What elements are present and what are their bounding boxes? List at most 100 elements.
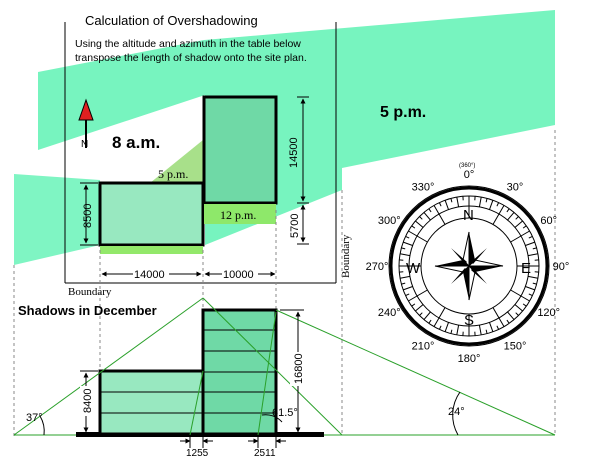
compass-tick [405,293,410,297]
compass-tick [428,208,432,213]
compass-tick [450,198,453,203]
compass-tick [525,286,535,291]
compass-tick [522,225,527,229]
north-label: N [81,139,88,150]
compass-tick [528,235,533,239]
compass-tick [433,205,446,225]
compass-tick [478,325,482,335]
compass-cardinal-w: W [406,260,421,277]
section-elevation: Shadows in December 16800 [13,297,556,459]
compass-tick [415,304,424,312]
shadow-5pm-wedge [150,140,203,183]
compass-tick [450,329,453,334]
compass-rose: N S E W (360°) 0° 30° 60° 90° 120° 150° 180° 21… [366,163,570,365]
angle-37: 37° [26,412,43,424]
compass-tick [506,208,510,213]
dim-2511: 2511 [254,448,276,459]
compass-degree-label: 90° [553,261,570,273]
compass-degree-label: 300° [378,215,401,227]
dim-14000: 14000 [134,269,165,281]
compass-tick [444,200,449,210]
noon-shadow [204,204,276,224]
compass-tick [515,312,519,316]
dim-5700: 5700 [289,214,301,238]
building-tall-plan [202,95,278,205]
boundary-label-bottom: Boundary [68,286,112,298]
compass-tick [400,275,410,279]
compass-tick [514,220,523,228]
sun-rays [13,297,556,436]
compass-tick [423,311,431,320]
shadow-5pm [38,10,555,245]
compass-tick [496,325,500,330]
compass-tick [456,197,460,207]
compass-degree-label: 240° [378,307,401,319]
compass-tick [438,325,442,330]
compass-tick [456,325,460,335]
compass-tick [485,329,488,334]
compass-tick [438,202,442,207]
compass-tick [419,312,423,316]
compass-tick [522,303,527,307]
compass-tick [433,307,446,327]
boundary-label-right: Boundary [340,234,352,278]
compass-top-small: (360°) [459,163,475,169]
angle-24: 24° [448,406,465,418]
compass-tick [515,216,519,220]
compass-tick [411,225,416,229]
compass-tick [485,198,488,203]
compass-degree-label: 120° [537,307,560,319]
compass-tick [444,322,449,332]
compass-tick [401,282,406,285]
compass-tick [428,319,432,324]
compass-tick [528,253,538,257]
site-plan: N 8 a.m. 5 p.m. 5 p.m. 12 p.m. 8500 1450… [14,10,555,298]
north-arrow [78,98,94,148]
instruction-line-2: transpose the length of shadow onto the … [75,52,307,64]
angle-61-5: 61.5° [272,407,298,419]
compass-tick [411,303,416,307]
compass-cardinal-e: E [521,260,531,277]
compass-tick [419,216,423,220]
compass-degree-label: 270° [366,261,389,273]
compass-tick [528,293,533,297]
compass-tick [532,282,537,285]
label-12pm: 12 p.m. [220,208,256,222]
label-8am: 8 a.m. [112,133,160,152]
dim-10000: 10000 [223,269,254,281]
compass-tick [401,247,406,250]
compass-tick [492,307,505,327]
instruction-line-1: Using the altitude and azimuth in the ta… [75,38,301,50]
compass-tick [507,212,515,221]
compass-tick [532,247,537,250]
compass-degree-label: 180° [458,353,481,365]
compass-tick [423,212,431,221]
compass-tick [403,286,413,291]
compass-tick [510,230,530,243]
building-small-section [98,369,205,436]
compass-degree-label: 60° [540,215,557,227]
compass-tick [405,235,410,239]
label-5pm: 5 p.m. [380,104,426,121]
label-5pm-small: 5 p.m. [158,167,188,181]
compass-tick [478,197,482,207]
compass-star [434,231,504,301]
compass-tick [489,322,494,332]
ground-patch [100,246,203,254]
compass-tick [408,289,428,302]
compass-cardinal-n: N [463,207,474,224]
dim-8400: 8400 [82,389,94,413]
compass-degree-label: 210° [412,341,435,353]
compass-tick [415,220,424,228]
compass-tick [489,200,494,210]
compass-degree-label: 0° [464,169,475,181]
compass-tick [496,202,500,207]
dim-16800: 16800 [293,353,305,384]
compass-tick [525,241,535,246]
compass-tick [403,241,413,246]
shadow-8am [14,174,100,265]
compass-tick [528,275,538,279]
compass-tick [506,319,510,324]
compass-tick [514,304,523,312]
